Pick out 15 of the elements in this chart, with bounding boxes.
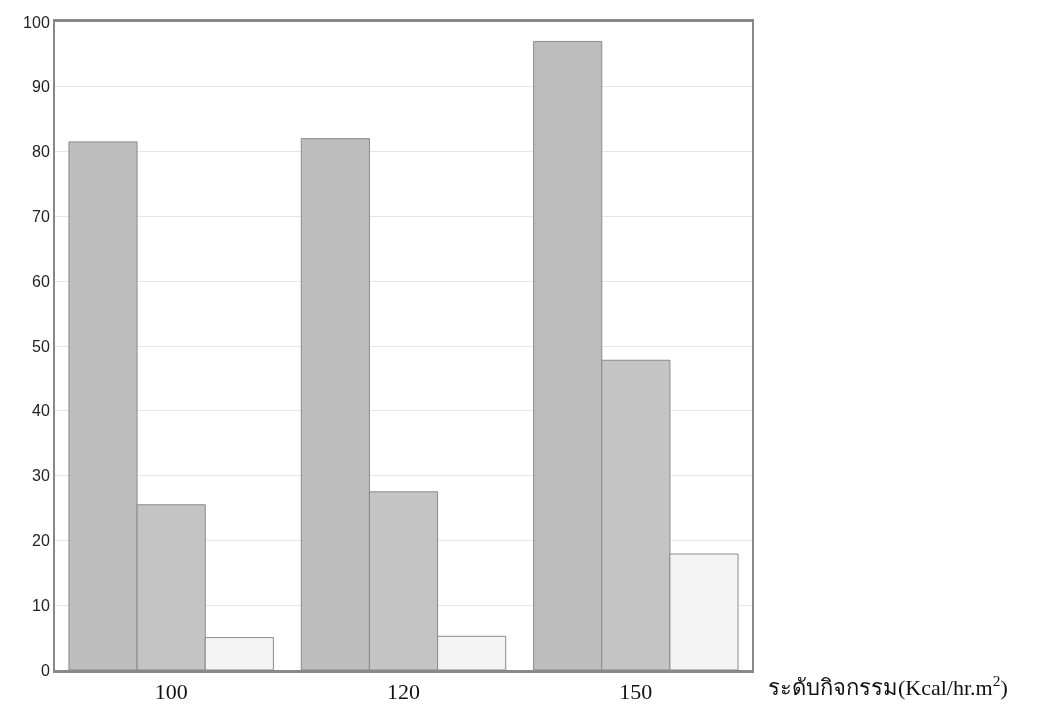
y-tick-label: 30 <box>32 467 50 485</box>
y-tick-label: 90 <box>32 78 50 96</box>
y-tick-label: 70 <box>32 208 50 225</box>
x-tick-label: 120 <box>387 679 420 705</box>
y-tick-label: 0 <box>40 661 50 679</box>
y-tick-label: 80 <box>32 143 50 161</box>
y-tick-label: 40 <box>32 402 50 420</box>
y-tick-label: 100 <box>23 13 50 31</box>
y-tick-label: 10 <box>32 596 50 614</box>
x-tick-label: 150 <box>619 679 653 705</box>
x-tick-label: 100 <box>154 679 188 705</box>
y-tick-label: 50 <box>32 337 50 355</box>
y-tick-label: 60 <box>32 272 50 290</box>
x-axis-title: ระดับกิจกรรม(Kcal/hr.m$^{2}$) <box>768 672 1008 701</box>
y-tick-label: 20 <box>32 532 50 549</box>
